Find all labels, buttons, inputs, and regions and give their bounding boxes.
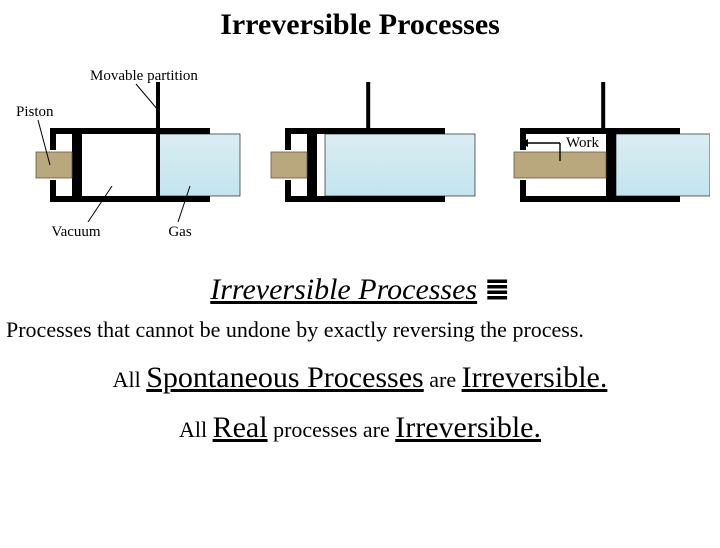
- text-processes-are: processes are: [268, 417, 396, 442]
- text-real: Real: [213, 411, 268, 444]
- text-irreversible-1: Irreversible.: [462, 361, 608, 394]
- page-title: Irreversible Processes: [0, 8, 720, 42]
- svg-text:Gas: Gas: [168, 224, 191, 240]
- equiv-symbol: ≣: [485, 273, 510, 306]
- svg-text:Piston: Piston: [16, 104, 54, 120]
- text-all-2: All: [179, 417, 213, 442]
- text-spontaneous-processes: Spontaneous Processes: [146, 361, 423, 394]
- definition-text: Processes that cannot be undone by exact…: [6, 317, 714, 343]
- text-all-1: All: [113, 367, 147, 392]
- text-irreversible-2: Irreversible.: [395, 411, 541, 444]
- text-are-1: are: [424, 367, 462, 392]
- svg-text:Movable partition: Movable partition: [90, 68, 198, 84]
- definition-heading: Irreversible Processes ≣: [0, 272, 720, 307]
- statement-real: All Real processes are Irreversible.: [0, 411, 720, 445]
- svg-text:Vacuum: Vacuum: [51, 224, 100, 240]
- statement-spontaneous: All Spontaneous Processes are Irreversib…: [0, 361, 720, 395]
- definition-heading-text: Irreversible Processes: [210, 273, 477, 306]
- diagram: Piston Movable partition Vacuum Gas Work: [10, 42, 710, 262]
- svg-text:Work: Work: [566, 135, 599, 151]
